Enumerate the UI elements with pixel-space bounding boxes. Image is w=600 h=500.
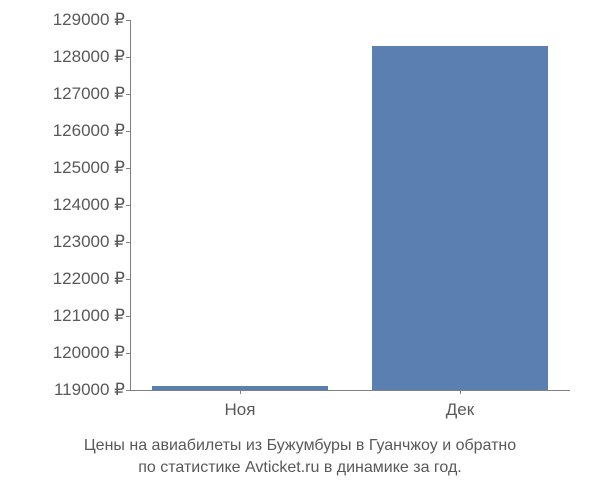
y-tick-mark — [126, 57, 130, 58]
x-axis: Ноя Дек — [130, 395, 570, 425]
y-tick-mark — [126, 390, 130, 391]
caption-line2: по статистике Avticket.ru в динамике за … — [0, 457, 600, 479]
y-tick-label: 129000 ₽ — [53, 10, 125, 30]
x-tick-mark — [460, 390, 461, 394]
y-tick-mark — [126, 131, 130, 132]
y-tick-mark — [126, 353, 130, 354]
y-tick-label: 119000 ₽ — [54, 380, 125, 400]
y-tick-mark — [126, 242, 130, 243]
x-tick-label: Дек — [446, 400, 474, 420]
y-tick-mark — [126, 94, 130, 95]
y-tick-mark — [126, 205, 130, 206]
x-tick-label: Ноя — [225, 400, 256, 420]
y-axis: 119000 ₽120000 ₽121000 ₽122000 ₽123000 ₽… — [0, 20, 125, 390]
y-tick-mark — [126, 168, 130, 169]
y-tick-label: 126000 ₽ — [53, 121, 125, 141]
y-tick-label: 121000 ₽ — [53, 306, 125, 326]
plot-area — [130, 20, 570, 390]
bar — [372, 46, 548, 390]
y-tick-label: 125000 ₽ — [53, 158, 125, 178]
y-tick-label: 127000 ₽ — [53, 84, 125, 104]
y-tick-mark — [126, 316, 130, 317]
x-tick-mark — [240, 390, 241, 394]
caption-line1: Цены на авиабилеты из Бужумбуры в Гуанчж… — [0, 435, 600, 457]
y-tick-label: 122000 ₽ — [53, 269, 125, 289]
chart-caption: Цены на авиабилеты из Бужумбуры в Гуанчж… — [0, 435, 600, 480]
y-tick-label: 128000 ₽ — [53, 47, 125, 67]
y-tick-label: 124000 ₽ — [53, 195, 125, 215]
y-tick-label: 120000 ₽ — [53, 343, 125, 363]
y-tick-mark — [126, 20, 130, 21]
bar-chart: 119000 ₽ 120000 ₽ 121000 ₽ 122000 ₽ 123000 ₽… — [0, 0, 600, 500]
x-axis-line — [130, 390, 570, 391]
y-tick-label: 123000 ₽ — [53, 232, 125, 252]
y-tick-mark — [126, 279, 130, 280]
